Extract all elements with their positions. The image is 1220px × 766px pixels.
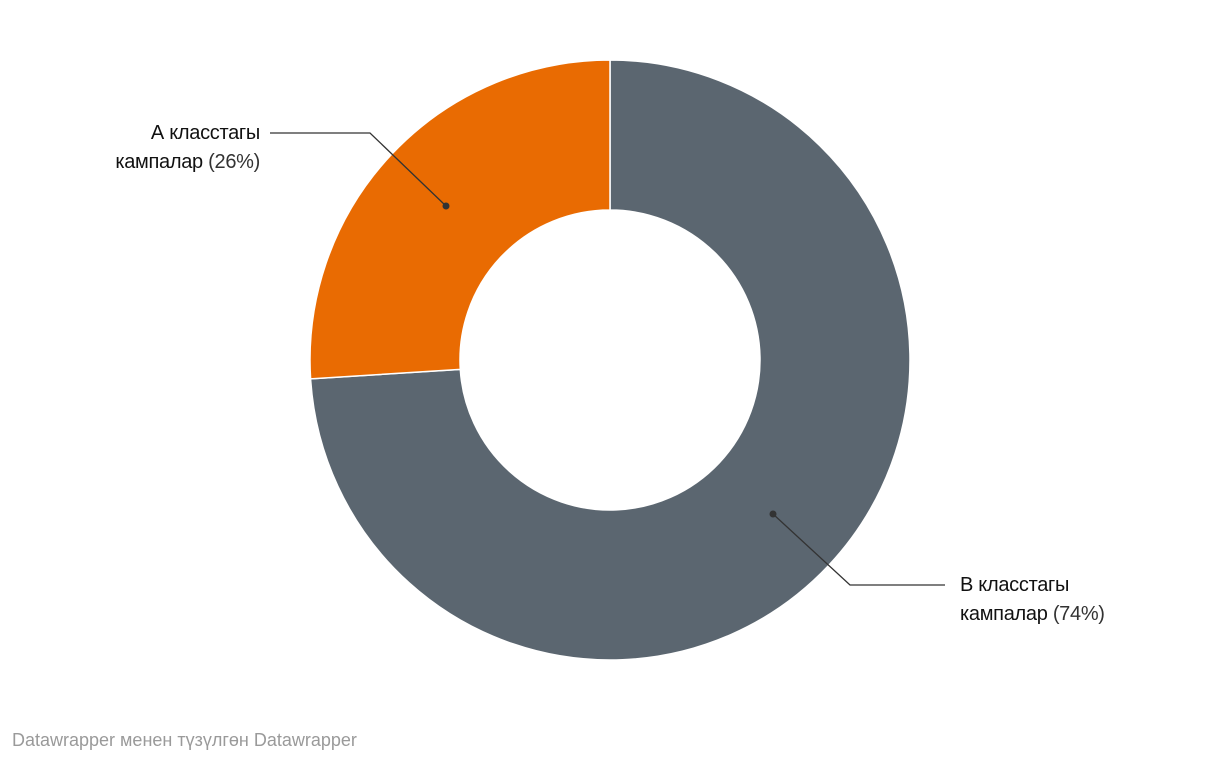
- slice-label: А класстагы кампалар (26%): [70, 119, 260, 177]
- value-label: (26%): [208, 151, 260, 173]
- leader-dot: [442, 202, 450, 210]
- category-label: А класстагы кампалар: [115, 122, 260, 173]
- leader-line: [270, 132, 447, 207]
- donut-slice: [309, 59, 911, 661]
- leader-dot: [769, 510, 777, 518]
- slice-label: В класстагы кампалар (74%): [960, 571, 1150, 629]
- donut-slice: [309, 59, 611, 380]
- leader-line: [772, 513, 945, 586]
- category-label: В класстагы кампалар: [960, 574, 1070, 625]
- value-label: (74%): [1052, 603, 1105, 625]
- footer: Datawrapper менен түзүлгөн Datawrapper: [12, 730, 357, 750]
